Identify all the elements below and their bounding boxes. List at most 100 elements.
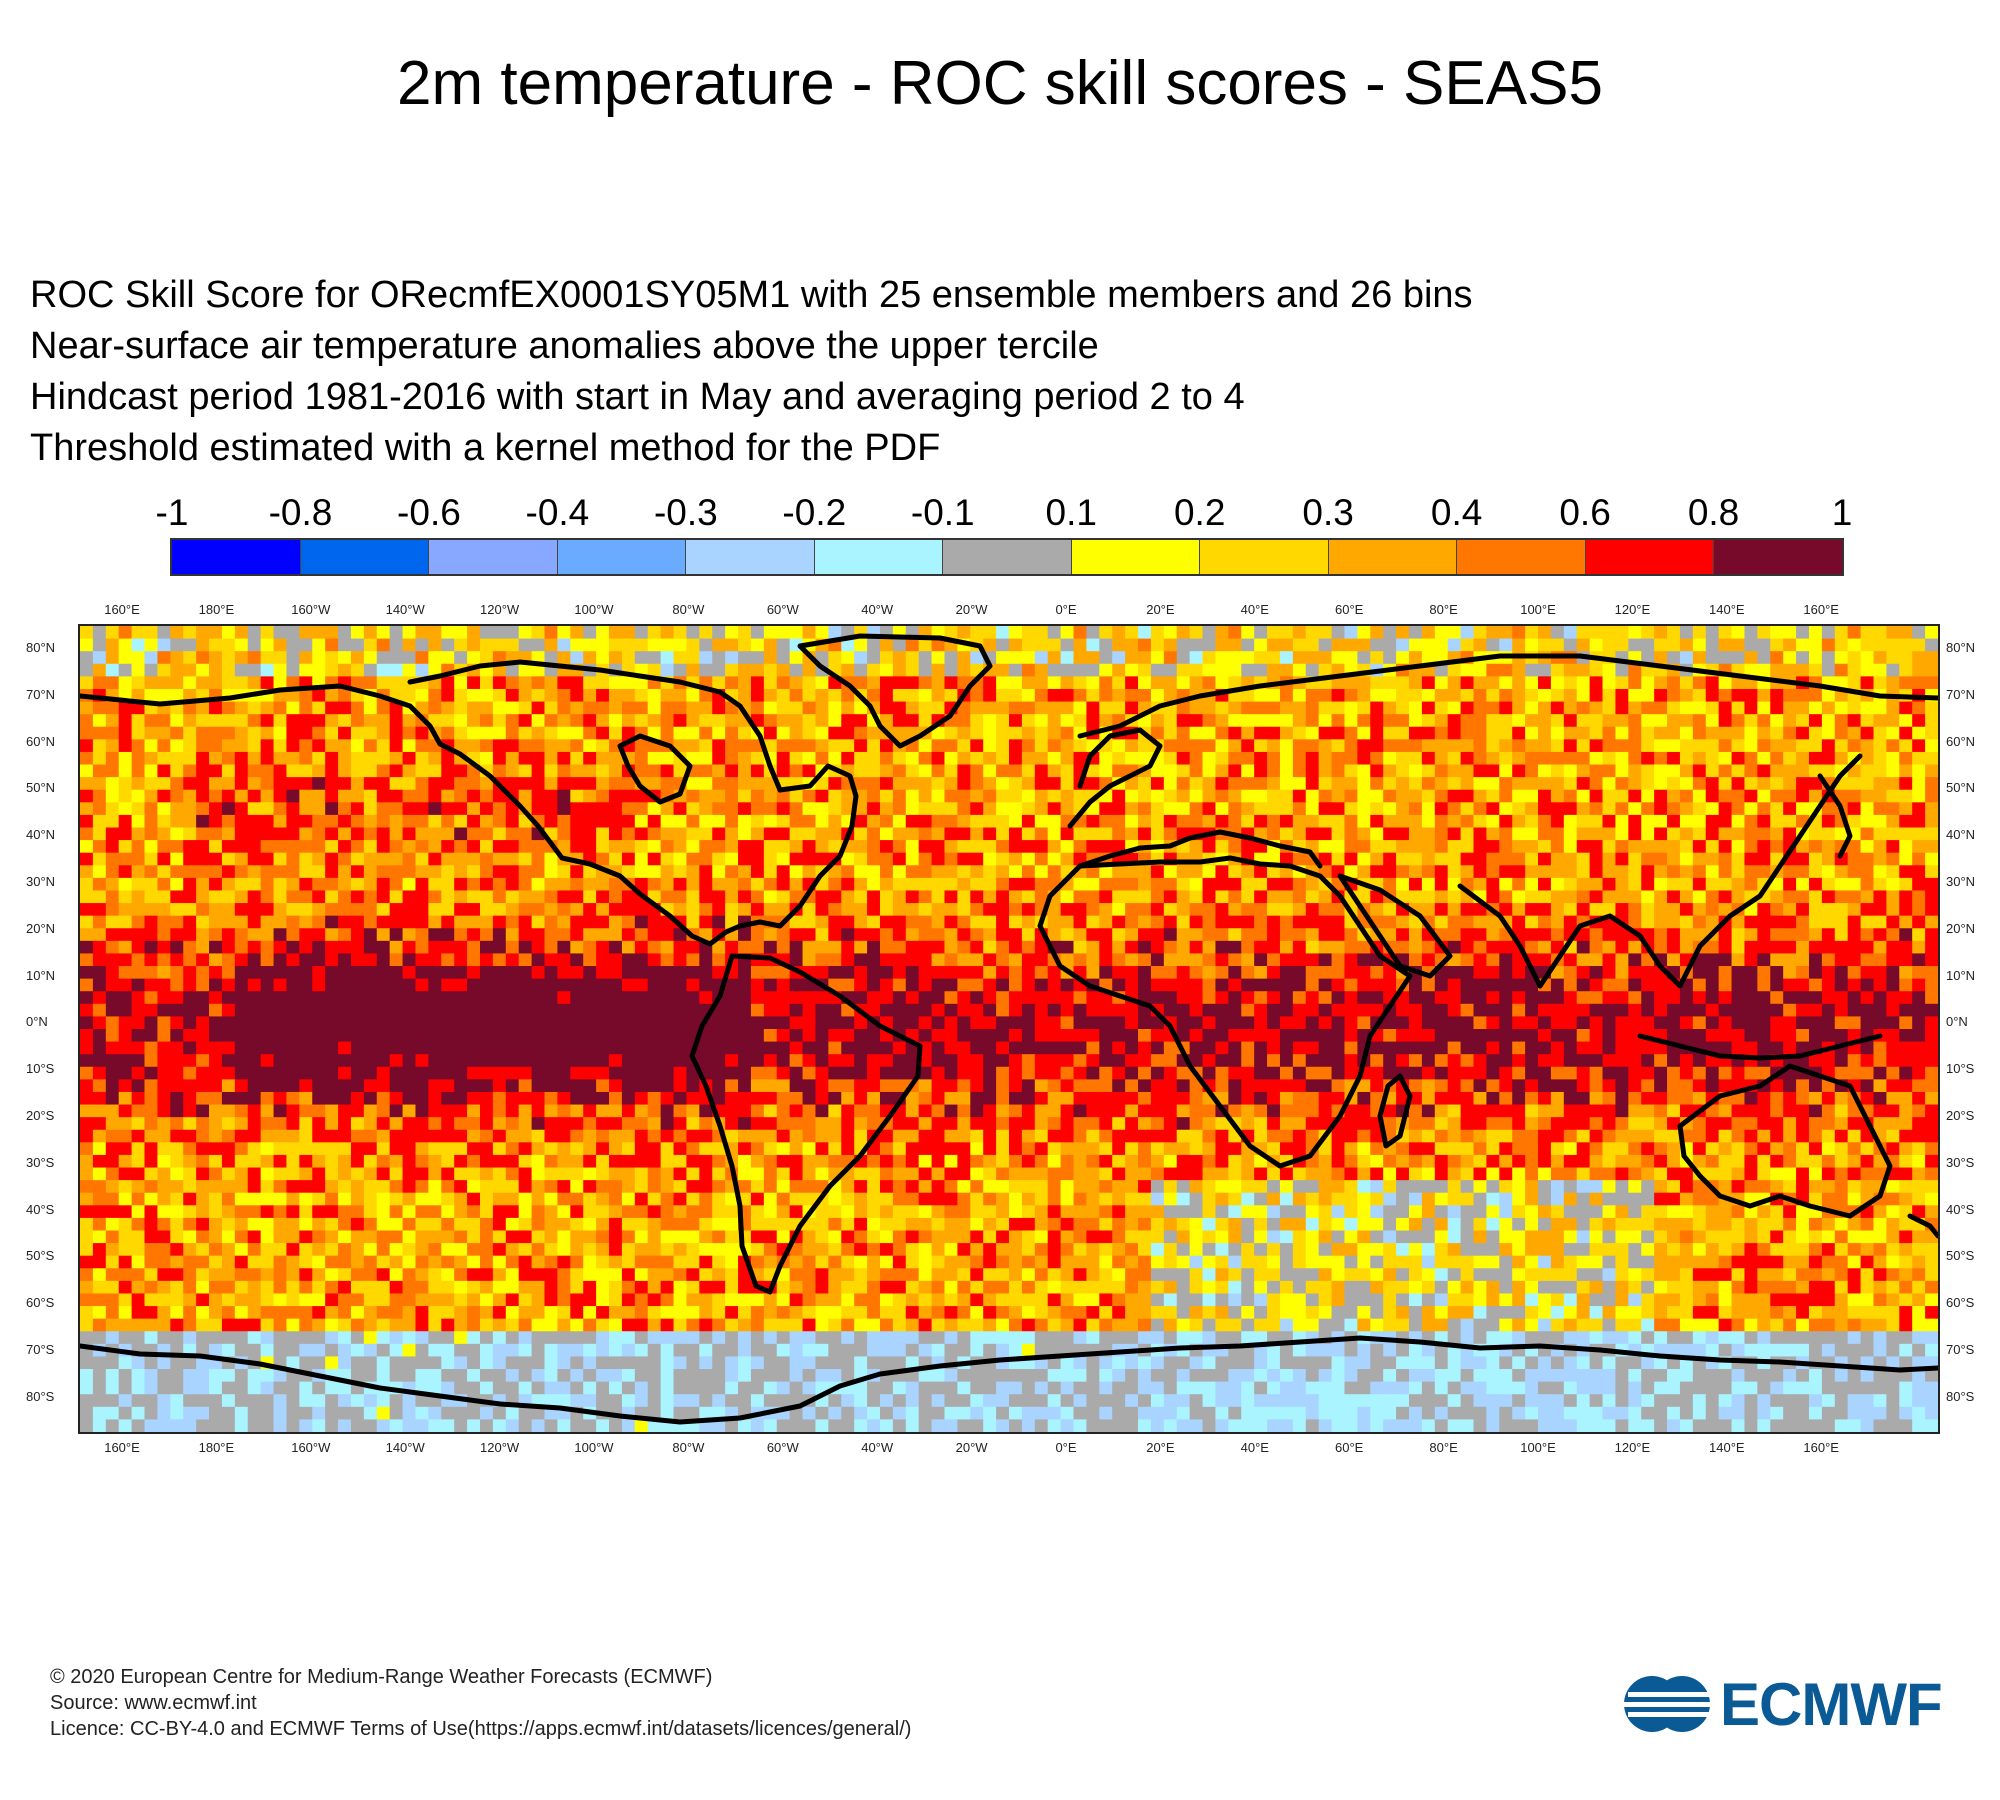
skill-cell	[1538, 714, 1552, 728]
skill-cell	[1796, 865, 1810, 879]
skill-cell	[105, 726, 120, 740]
skill-cell	[402, 814, 417, 829]
skill-cell	[918, 701, 933, 715]
skill-cell	[854, 928, 868, 942]
skill-cell	[92, 663, 107, 677]
skill-cell	[1383, 1016, 1397, 1030]
skill-cell	[1125, 688, 1139, 703]
skill-cell	[299, 764, 313, 778]
skill-cell	[467, 827, 481, 841]
skill-cell	[931, 688, 946, 703]
skill-cell	[1305, 638, 1320, 652]
skill-cell	[983, 940, 997, 955]
skill-cell	[479, 890, 494, 904]
skill-cell	[441, 966, 455, 980]
skill-cell	[1615, 802, 1629, 816]
skill-cell	[789, 739, 804, 753]
chart-subtitle: ROC Skill Score for ORecmfEX0001SY05M1 w…	[30, 270, 1473, 474]
skill-cell	[1589, 852, 1604, 866]
skill-cell	[325, 1016, 339, 1030]
skill-cell	[1305, 739, 1320, 753]
skill-cell	[1615, 1016, 1629, 1030]
skill-cell	[1215, 953, 1229, 967]
skill-cell	[596, 1029, 610, 1043]
skill-cell	[1060, 827, 1075, 841]
skill-cell	[1550, 676, 1565, 690]
skill-cell	[1473, 688, 1487, 703]
skill-cell	[1641, 814, 1655, 829]
skill-cell	[1821, 953, 1836, 967]
skill-cell	[1615, 739, 1629, 753]
skill-cell	[1305, 802, 1320, 816]
skill-cell	[441, 877, 455, 892]
skill-cell	[1718, 789, 1733, 803]
skill-cell	[441, 726, 455, 740]
skill-cell	[879, 751, 894, 766]
skill-cell	[428, 1054, 442, 1068]
skill-cell	[1770, 840, 1784, 854]
skill-cell	[1357, 777, 1371, 791]
colorbar-swatch	[1200, 540, 1329, 574]
skill-cell	[712, 903, 726, 917]
skill-cell	[750, 940, 765, 955]
skill-cell	[1718, 714, 1733, 728]
skill-cell	[325, 688, 339, 703]
skill-cell	[441, 802, 455, 816]
skill-cell	[1641, 764, 1655, 778]
skill-cell	[557, 890, 571, 904]
skill-cell	[1525, 688, 1539, 703]
skill-cell	[1318, 663, 1333, 677]
skill-cell	[1009, 814, 1023, 829]
skill-cell	[1563, 991, 1578, 1005]
skill-cell	[350, 877, 365, 892]
skill-cell	[828, 928, 842, 942]
skill-cell	[1873, 991, 1887, 1005]
skill-cell	[1628, 1029, 1642, 1043]
skill-cell	[1834, 638, 1849, 652]
skill-cell	[1899, 852, 1913, 866]
skill-cell	[170, 827, 184, 841]
skill-cell	[1615, 840, 1629, 854]
skill-cell	[1060, 1029, 1075, 1043]
skill-cell	[1279, 714, 1294, 728]
skill-cell	[1886, 940, 1900, 955]
skill-cell	[1473, 1041, 1487, 1055]
skill-cell	[828, 1041, 842, 1055]
skill-cell	[738, 663, 752, 677]
skill-cell	[1460, 802, 1475, 816]
skill-cell	[1912, 814, 1926, 829]
skill-cell	[479, 940, 494, 955]
skill-cell	[647, 915, 662, 929]
skill-cell	[363, 915, 378, 929]
skill-cell	[1241, 1016, 1255, 1030]
skill-cell	[738, 940, 752, 955]
skill-cell	[1912, 802, 1926, 816]
skill-cell	[1770, 701, 1784, 715]
colorbar-swatch	[814, 540, 944, 574]
colorbar-label: 0.6	[1559, 492, 1611, 533]
skill-cell	[1047, 651, 1062, 665]
skill-cell	[1731, 651, 1746, 665]
skill-cell	[712, 777, 726, 791]
skill-cell	[1860, 714, 1875, 728]
skill-cell	[389, 865, 404, 879]
skill-cell	[1847, 777, 1862, 791]
skill-cell	[1176, 1003, 1191, 1017]
skill-cell	[415, 802, 429, 816]
skill-cell	[80, 1029, 94, 1043]
skill-cell	[1718, 739, 1733, 753]
skill-cell	[1744, 978, 1758, 992]
skill-cell	[183, 940, 197, 955]
skill-cell	[1757, 789, 1771, 803]
skill-cell	[1563, 966, 1578, 980]
skill-cell	[1654, 852, 1668, 866]
skill-cell	[105, 940, 120, 955]
skill-cell	[1176, 940, 1191, 955]
skill-cell	[1912, 966, 1926, 980]
skill-cell	[750, 890, 765, 904]
skill-cell	[1189, 701, 1204, 715]
skill-cell	[1344, 676, 1358, 690]
skill-cell	[931, 726, 946, 740]
skill-cell	[144, 827, 159, 841]
skill-cell	[1525, 739, 1539, 753]
